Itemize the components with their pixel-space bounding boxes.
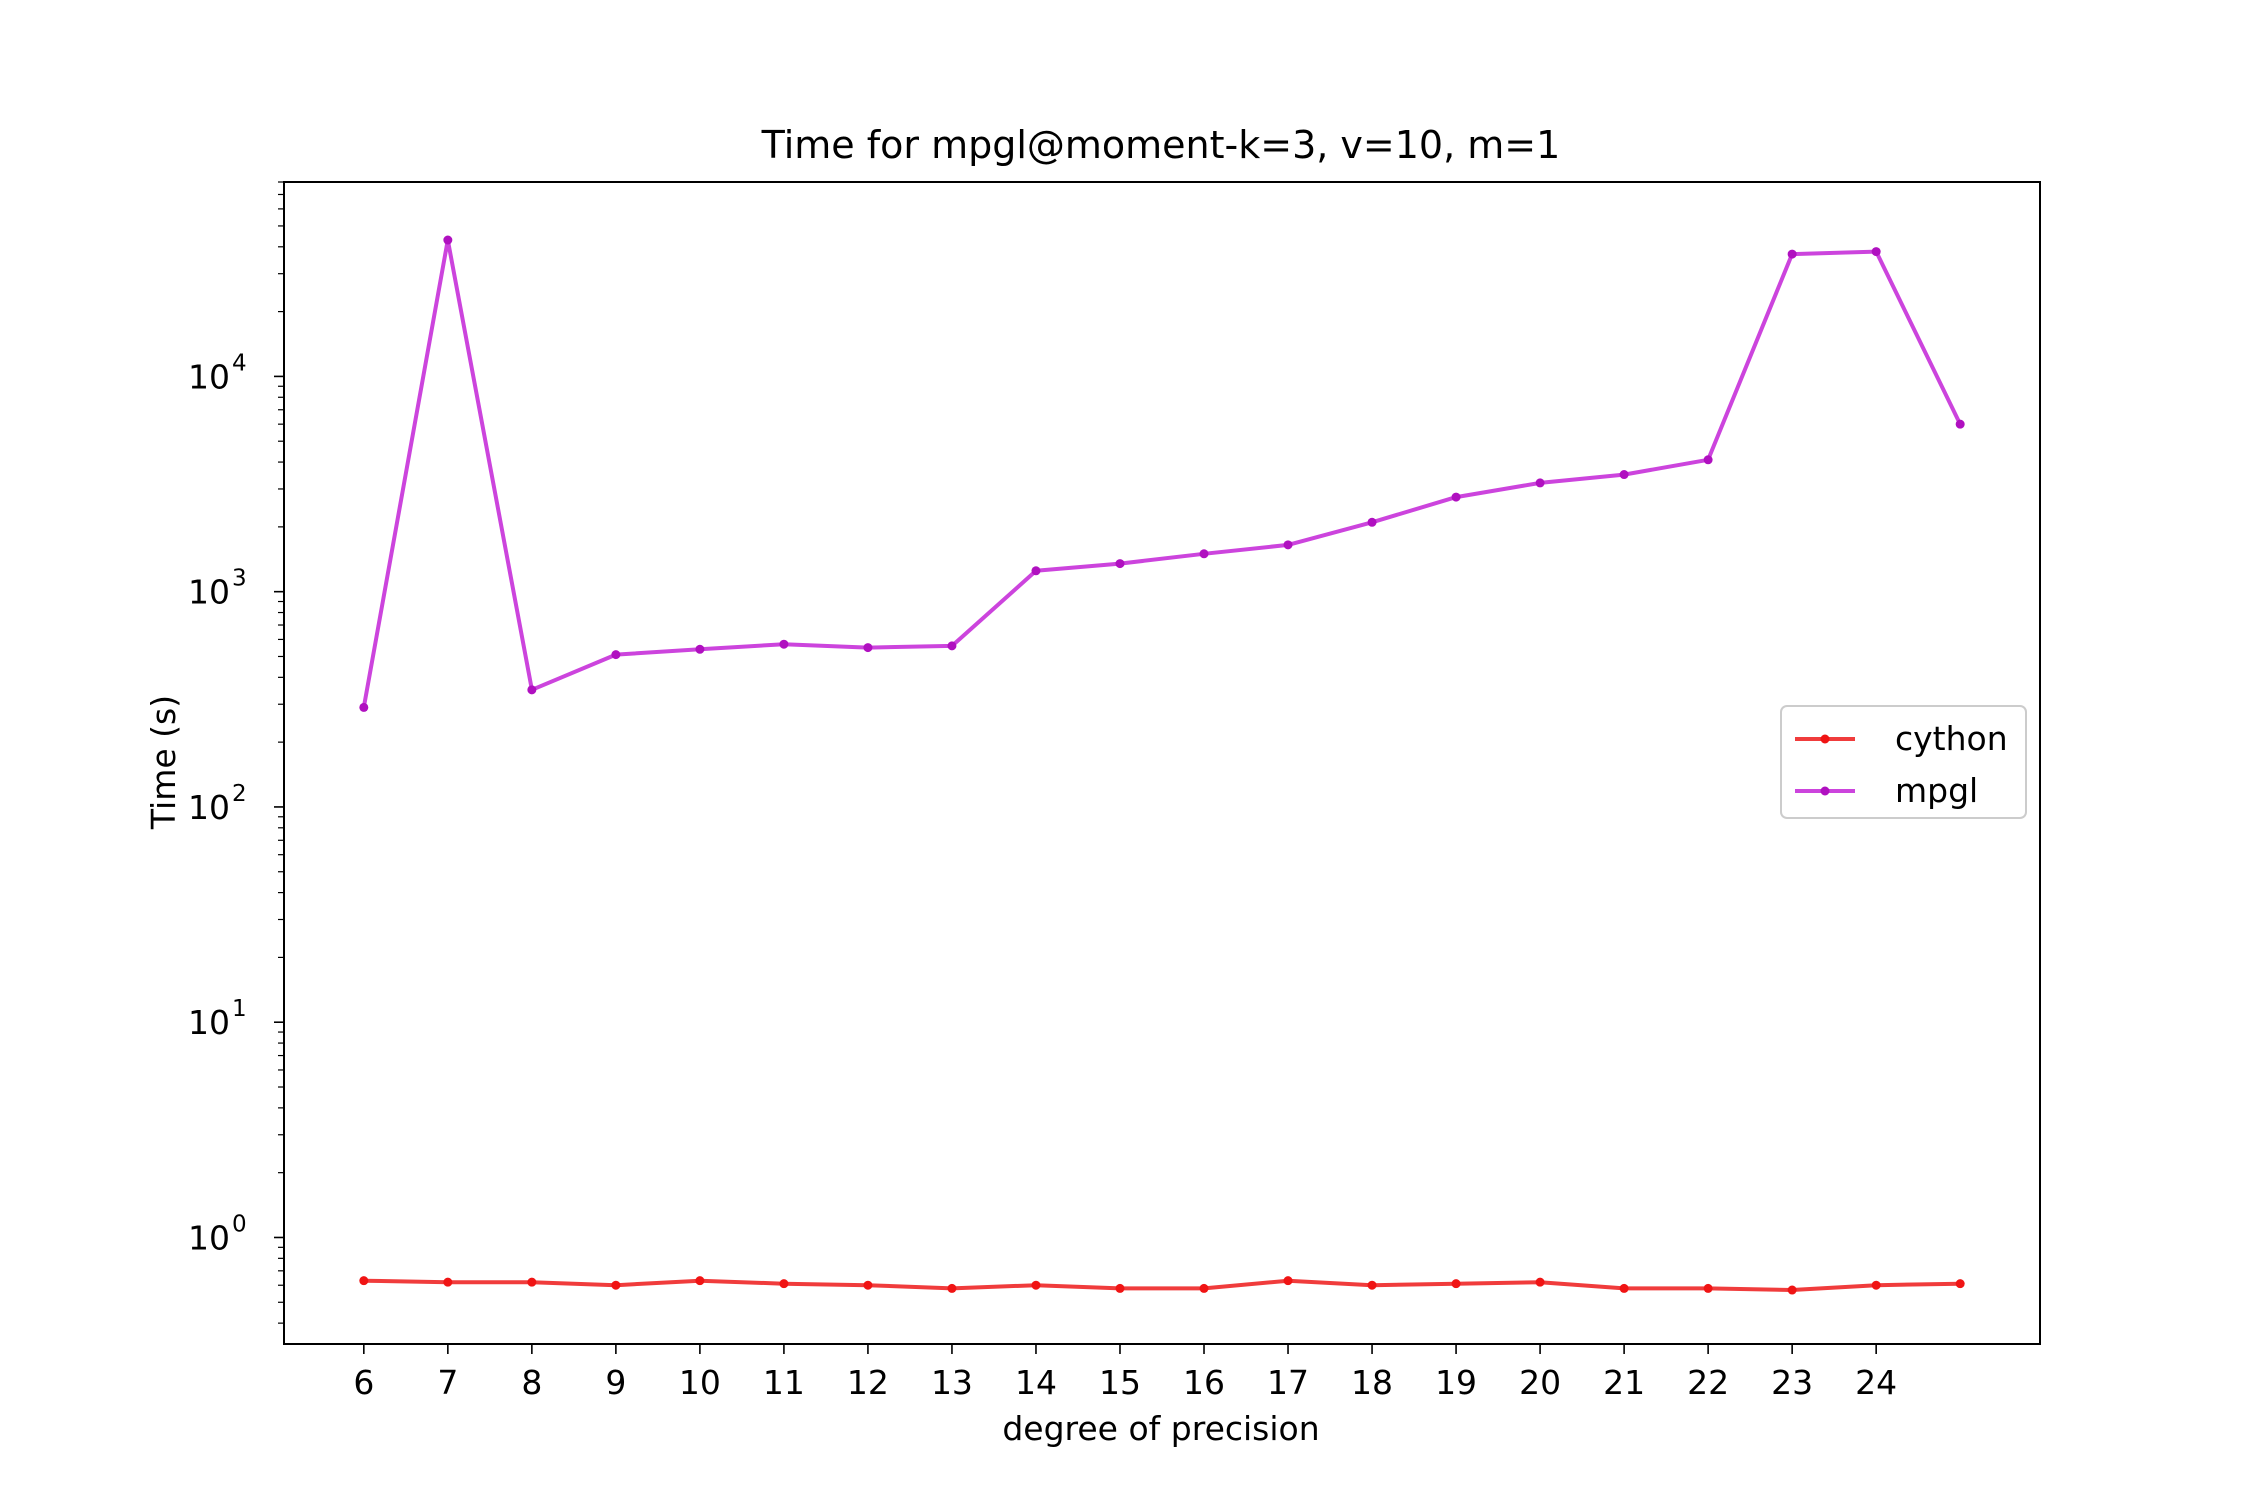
x-axis-label: degree of precision [1002,1409,1319,1448]
x-tick-label: 18 [1351,1363,1393,1402]
x-tick-label: 9 [605,1363,626,1402]
legend-item-mpgl: mpgl [1795,771,1978,810]
series-mpgl [359,235,1965,712]
series-layer [359,235,1965,1295]
x-tick-label: 10 [679,1363,721,1402]
cython-point [1535,1277,1545,1287]
x-tick-label: 22 [1687,1363,1729,1402]
mpgl-point [443,235,453,245]
cython-point [1283,1276,1293,1286]
x-tick-label: 21 [1603,1363,1645,1402]
x-tick-label: 20 [1519,1363,1561,1402]
cython-point [863,1280,873,1290]
y-tick-exponent: 2 [232,781,247,807]
mpgl-point [1199,549,1209,559]
cython-point [359,1276,369,1286]
x-tick-label: 17 [1267,1363,1309,1402]
cython-point [611,1280,621,1290]
legend-label: cython [1895,719,2008,758]
y-tick-label: 10 [188,573,230,612]
y-tick-label: 10 [188,357,230,396]
legend-label: mpgl [1895,771,1978,810]
cython-point [1787,1285,1797,1295]
x-tick-label: 19 [1435,1363,1477,1402]
mpgl-point [611,650,621,660]
y-tick-exponent: 3 [232,566,247,592]
x-tick-label: 16 [1183,1363,1225,1402]
legend: cython mpgl [1780,705,2027,819]
cython-point [527,1277,537,1287]
mpgl-point [695,644,705,654]
mpgl-point [359,702,369,712]
cython-point [1115,1283,1125,1293]
mpgl-line [361,238,1962,708]
chart-title: Time for mpgl@moment-k=3, v=10, m=1 [761,123,1561,167]
x-tick-label: 7 [437,1363,458,1402]
y-tick-exponent: 4 [232,350,247,376]
cython-point [779,1279,789,1289]
mpgl-point [527,685,537,695]
x-tick-label: 24 [1855,1363,1897,1402]
mpgl-point [1955,419,1965,429]
mpgl-point [1703,455,1713,465]
x-tick-label: 12 [847,1363,889,1402]
cython-line [363,1278,1961,1292]
x-tick-label: 15 [1099,1363,1141,1402]
legend-item-cython: cython [1795,719,2008,758]
mpgl-point [863,643,873,653]
legend-marker [1820,786,1830,796]
cython-point [1955,1279,1965,1289]
cython-point [1703,1283,1713,1293]
mpgl-point [1871,247,1881,257]
cython-point [947,1283,957,1293]
legend-marker [1820,734,1830,744]
mpgl-point [1283,540,1293,550]
x-tick-label: 14 [1015,1363,1057,1402]
x-tick-label: 23 [1771,1363,1813,1402]
y-axis-label: Time (s) [144,695,183,830]
series-cython [359,1276,1965,1295]
x-tick-label: 6 [353,1363,374,1402]
cython-point [1451,1279,1461,1289]
axes-frame [283,181,2041,1345]
cython-point [1367,1280,1377,1290]
y-tick-label: 10 [188,1003,230,1042]
mpgl-point [947,641,957,651]
cython-point [1619,1283,1629,1293]
y-tick-label: 10 [188,1218,230,1257]
mpgl-point [1535,478,1545,488]
y-tick-exponent: 1 [232,996,247,1022]
cython-point [1199,1283,1209,1293]
mpgl-point [1031,566,1041,576]
x-tick-label: 13 [931,1363,973,1402]
mpgl-point [1115,559,1125,569]
x-tick-label: 11 [763,1363,805,1402]
y-tick-label: 10 [188,788,230,827]
cython-point [1871,1280,1881,1290]
mpgl-point [1787,249,1797,259]
cython-point [1031,1280,1041,1290]
cython-point [443,1277,453,1287]
mpgl-point [1367,517,1377,527]
mpgl-point [1451,492,1461,502]
x-tick-label: 8 [521,1363,542,1402]
mpgl-point [1619,470,1629,480]
cython-point [695,1276,705,1286]
y-tick-exponent: 0 [232,1211,247,1237]
mpgl-point [779,639,789,649]
